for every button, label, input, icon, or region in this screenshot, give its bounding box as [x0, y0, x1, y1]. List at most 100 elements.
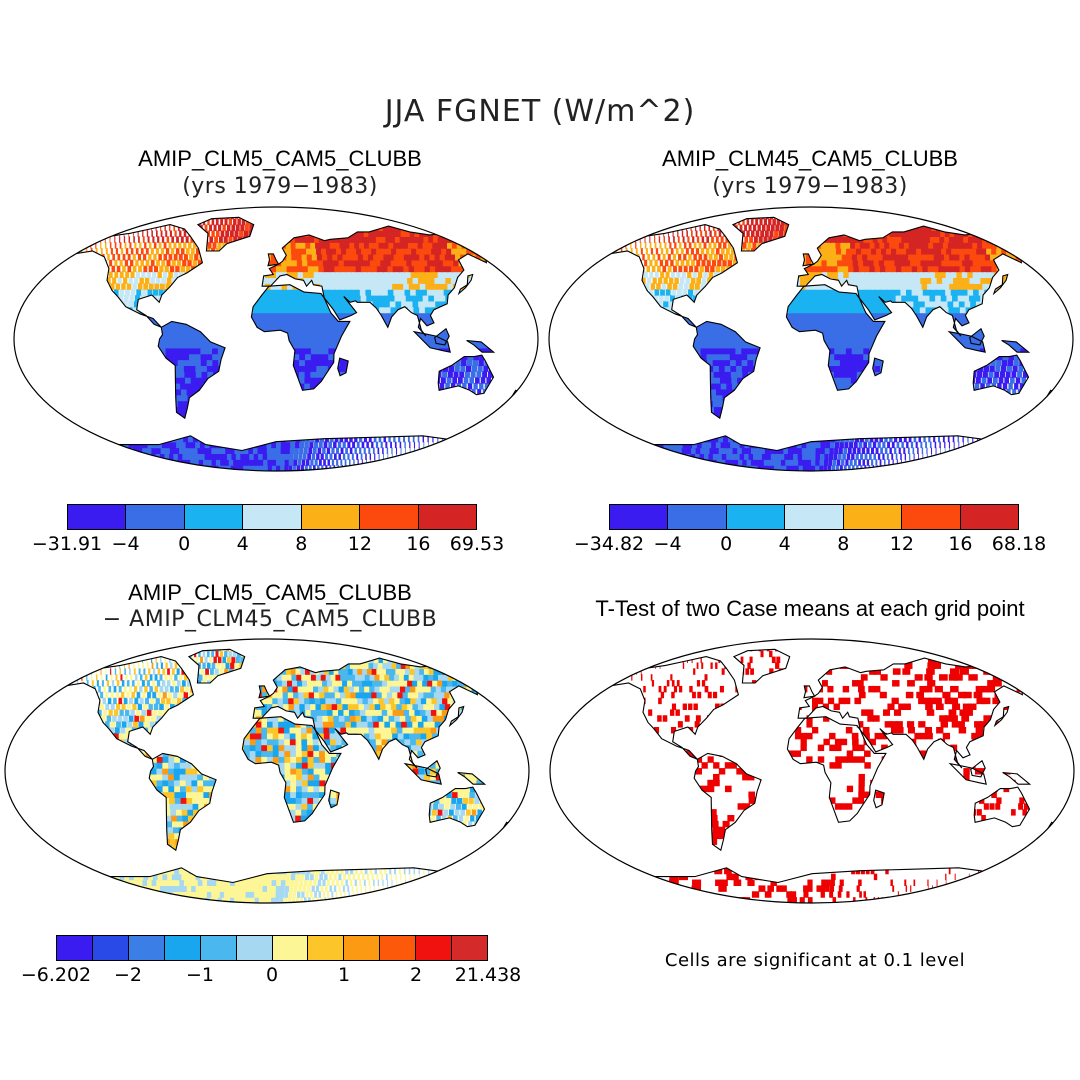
grid-cells: [62, 217, 523, 471]
colorbar-tick-label: 4: [236, 533, 249, 555]
colorbar-swatch: [380, 936, 417, 960]
coastline-northAmerica: [603, 224, 739, 328]
coastline-southAmerica: [148, 752, 217, 852]
colorbar-tick-label: −4: [111, 533, 140, 555]
colorbar-tick-label: 0: [265, 964, 279, 986]
coastline-newGuinea: [457, 771, 487, 785]
colorbar-tick-label: 69.53: [449, 533, 505, 555]
map-border: [549, 638, 1075, 904]
coastline-madagascar: [873, 789, 885, 809]
panel-4-title: T-Test of two Case means at each grid po…: [595, 596, 1025, 621]
panel-1-colorbar-labels: −31.91 −4 0 4 8 12 16 69.53: [32, 533, 504, 557]
coastline-borneo: [434, 327, 450, 346]
colorbar-swatch: [126, 505, 185, 529]
coastline-eurasia: [261, 225, 503, 337]
coastline-northAmerica: [68, 224, 204, 328]
coastline-australia: [973, 786, 1031, 828]
colorbar-swatch: [57, 936, 93, 960]
grid-cells: [598, 649, 1059, 903]
colorbar-swatch: [301, 505, 361, 529]
colorbar-tick-label: 8: [837, 533, 850, 555]
panel-2-colorbar: [609, 504, 1019, 530]
panel-2-colorbar-labels: −34.82 −4 0 4 8 12 16 68.18: [574, 533, 1046, 557]
coastline-africa: [250, 284, 351, 391]
colorbar-tick-label: −34.82: [573, 533, 645, 555]
colorbar-tick-label: 68.18: [991, 533, 1047, 555]
coastline-uk: [267, 253, 280, 267]
colorbar-tick-label: 2: [409, 964, 423, 986]
coastline-madagascar: [328, 789, 340, 809]
coastline-greenland: [196, 216, 255, 252]
colorbar-tick-label: 0: [178, 533, 191, 555]
coastline-borneo: [969, 327, 985, 346]
coastline-southAmerica: [157, 320, 226, 420]
panel-3-title: AMIP_CLM5_CAM5_CLUBB: [128, 580, 412, 605]
colorbar-swatch: [68, 505, 127, 529]
colorbar-swatch: [902, 505, 961, 529]
coastline-borneo: [425, 759, 441, 778]
coastline-africa: [785, 284, 886, 391]
colorbar-tick-label: 16: [948, 533, 973, 555]
coastline-borneo: [970, 759, 986, 778]
map-border: [13, 206, 539, 472]
coastline-greenland: [731, 216, 790, 252]
colorbar-swatch: [668, 505, 727, 529]
coastline-uk: [803, 685, 816, 699]
colorbar-tick-label: 12: [889, 533, 914, 555]
panel-3-map: [4, 638, 530, 904]
colorbar-tick-label: −6.202: [20, 964, 92, 986]
grid-cells: [53, 649, 514, 903]
coastline-newGuinea: [466, 339, 496, 353]
coastline-northAmerica: [59, 656, 195, 760]
panel-1-subtitle: (yrs 1979−1983): [182, 174, 378, 199]
colorbar-tick-label: 21.438: [454, 964, 522, 986]
panel-2-title: AMIP_CLM45_CAM5_CLUBB: [662, 146, 958, 171]
coastline-japan: [448, 705, 465, 728]
coastline-southAmerica: [693, 752, 762, 852]
coastline-greenland: [732, 648, 791, 684]
colorbar-swatch: [418, 505, 476, 529]
coastline-eurasia: [252, 657, 494, 769]
coastline-japan: [993, 705, 1010, 728]
map-border: [4, 638, 530, 904]
figure-title: JJA FGNET (W/m^2): [384, 94, 696, 129]
coastline-eurasia: [796, 225, 1038, 337]
coastline-australia: [437, 354, 495, 396]
grid-cells: [597, 217, 1058, 471]
colorbar-swatch: [243, 505, 302, 529]
panel-3-subtitle: − AMIP_CLM45_CAM5_CLUBB: [102, 607, 438, 632]
coastline-japan: [992, 273, 1009, 296]
map-border: [548, 206, 1074, 472]
panel-3-colorbar-labels: −6.202 −2 −1 0 1 2 21.438: [21, 964, 521, 988]
coastline-indonesia: [948, 762, 987, 785]
coastline-uk: [802, 253, 815, 267]
coastline-australia: [972, 354, 1030, 396]
panel-2-subtitle: (yrs 1979−1983): [712, 174, 908, 199]
coastline-northAmerica: [604, 656, 740, 760]
coastline-japan: [457, 273, 474, 296]
colorbar-swatch: [360, 505, 419, 529]
coastline-uk: [258, 685, 271, 699]
colorbar-swatch: [200, 936, 237, 960]
colorbar-tick-label: 8: [295, 533, 308, 555]
colorbar-tick-label: −31.91: [31, 533, 103, 555]
coastline-madagascar: [872, 357, 884, 377]
coastline-eurasia: [797, 657, 1039, 769]
colorbar-tick-label: −4: [653, 533, 682, 555]
colorbar-swatch: [843, 505, 903, 529]
coastline-newGuinea: [1001, 339, 1031, 353]
colorbar-tick-label: 16: [406, 533, 431, 555]
colorbar-swatch: [610, 505, 669, 529]
colorbar-swatch: [236, 936, 273, 960]
colorbar-tick-label: 0: [720, 533, 733, 555]
coastline-indonesia: [412, 330, 451, 353]
significance-note: Cells are significant at 0.1 level: [664, 950, 966, 971]
coastline-southAmerica: [692, 320, 761, 420]
colorbar-tick-label: −2: [113, 964, 142, 986]
coastline-greenland: [187, 648, 246, 684]
colorbar-swatch: [960, 505, 1018, 529]
colorbar-swatch: [344, 936, 381, 960]
panel-1-title: AMIP_CLM5_CAM5_CLUBB: [138, 146, 422, 171]
colorbar-swatch: [184, 505, 244, 529]
coastline-madagascar: [337, 357, 349, 377]
